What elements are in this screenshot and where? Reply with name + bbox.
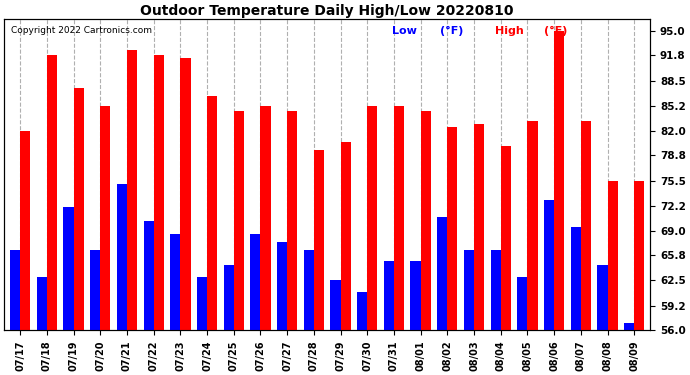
- Text: Copyright 2022 Cartronics.com: Copyright 2022 Cartronics.com: [10, 26, 152, 34]
- Bar: [331, 280, 341, 330]
- Bar: [437, 217, 447, 330]
- Text: High: High: [495, 26, 524, 36]
- Bar: [581, 122, 591, 330]
- Bar: [464, 250, 474, 330]
- Bar: [384, 261, 394, 330]
- Bar: [304, 250, 314, 330]
- Bar: [224, 265, 234, 330]
- Bar: [474, 124, 484, 330]
- Bar: [154, 56, 164, 330]
- Bar: [491, 250, 501, 330]
- Bar: [197, 277, 207, 330]
- Bar: [287, 111, 297, 330]
- Bar: [598, 265, 607, 330]
- Bar: [127, 50, 137, 330]
- Text: Low: Low: [392, 26, 417, 36]
- Bar: [100, 106, 110, 330]
- Bar: [341, 142, 351, 330]
- Bar: [544, 200, 554, 330]
- Bar: [180, 58, 190, 330]
- Bar: [277, 242, 287, 330]
- Bar: [47, 56, 57, 330]
- Bar: [170, 234, 180, 330]
- Bar: [260, 106, 270, 330]
- Bar: [624, 322, 634, 330]
- Bar: [74, 88, 83, 330]
- Bar: [207, 96, 217, 330]
- Bar: [527, 122, 538, 330]
- Bar: [607, 181, 618, 330]
- Bar: [234, 111, 244, 330]
- Bar: [501, 146, 511, 330]
- Text: (°F): (°F): [544, 26, 567, 36]
- Bar: [421, 111, 431, 330]
- Bar: [394, 106, 404, 330]
- Bar: [554, 31, 564, 330]
- Bar: [571, 226, 581, 330]
- Bar: [411, 261, 421, 330]
- Text: (°F): (°F): [440, 26, 464, 36]
- Bar: [314, 150, 324, 330]
- Bar: [250, 234, 260, 330]
- Bar: [117, 184, 127, 330]
- Bar: [144, 221, 154, 330]
- Bar: [634, 181, 644, 330]
- Bar: [518, 277, 527, 330]
- Bar: [90, 250, 100, 330]
- Bar: [20, 131, 30, 330]
- Bar: [63, 207, 74, 330]
- Bar: [37, 277, 47, 330]
- Title: Outdoor Temperature Daily High/Low 20220810: Outdoor Temperature Daily High/Low 20220…: [141, 4, 514, 18]
- Bar: [367, 106, 377, 330]
- Bar: [10, 250, 20, 330]
- Bar: [357, 292, 367, 330]
- Bar: [447, 127, 457, 330]
